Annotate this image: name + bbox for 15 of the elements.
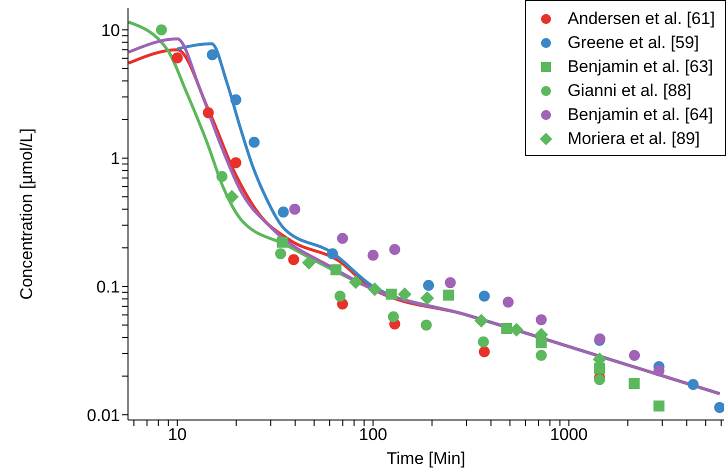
- legend-label: Andersen et al. [61]: [568, 9, 715, 29]
- y-tick-label: 0.1: [96, 277, 120, 296]
- x-axis-title: Time [Min]: [386, 449, 466, 468]
- y-tick-label: 0.01: [86, 406, 120, 425]
- legend-label: Gianni et al. [88]: [568, 81, 692, 101]
- legend-label: Benjamin et al. [64]: [568, 105, 714, 125]
- x-tick-label: 10: [168, 425, 187, 444]
- y-tick-label: 1: [110, 149, 120, 168]
- y-tick-label: 10: [101, 20, 120, 40]
- x-tick-label: 1000: [550, 425, 588, 444]
- y-axis-title: Concentration [µmol/L]: [17, 128, 36, 300]
- x-tick-label: 100: [358, 425, 388, 444]
- legend-label: Moriera et al. [89]: [568, 129, 700, 149]
- legend-label: Greene et al. [59]: [568, 33, 699, 53]
- legend-label: Benjamin et al. [63]: [568, 57, 714, 77]
